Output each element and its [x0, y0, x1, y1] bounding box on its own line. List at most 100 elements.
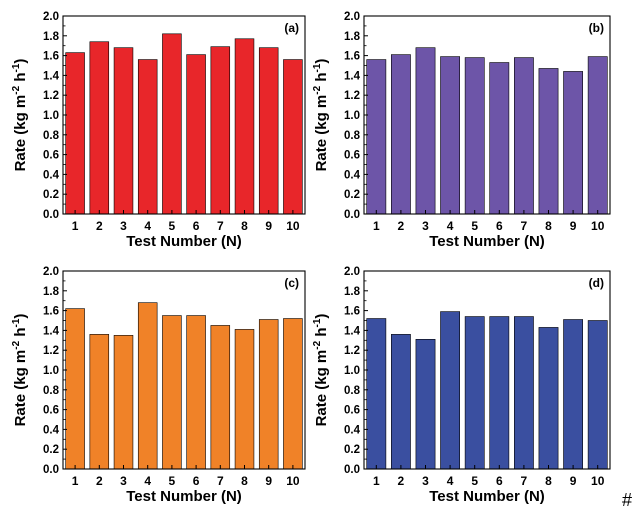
y-tick-label: 0.8 — [344, 385, 361, 397]
y-tick-label: 0.6 — [43, 150, 59, 162]
y-axis-title-part: -2 — [312, 85, 323, 94]
y-axis-title-part: h — [313, 327, 330, 340]
bar — [113, 335, 134, 470]
x-tick-label: 10 — [286, 474, 300, 488]
y-tick-label: 1.4 — [344, 70, 361, 82]
x-tick-label: 2 — [96, 219, 103, 233]
x-tick-label: 5 — [169, 474, 176, 488]
y-tick-label: 0.2 — [43, 444, 59, 456]
y-tick-label: 0.4 — [43, 169, 60, 181]
y-tick-label: 2.0 — [344, 266, 360, 278]
bar — [587, 320, 608, 470]
bar — [464, 316, 485, 470]
x-tick-label: 3 — [120, 219, 127, 233]
y-axis-title-part: ) — [12, 59, 29, 64]
x-tick-label: 10 — [591, 474, 605, 488]
y-axis-title-part: -1 — [312, 318, 323, 327]
bar — [415, 47, 436, 215]
x-tick-label: 1 — [373, 219, 380, 233]
y-tick-label: 1.8 — [344, 31, 361, 43]
x-tick-label: 8 — [545, 219, 552, 233]
x-tick-label: 5 — [471, 219, 478, 233]
panel-label: (b) — [589, 21, 604, 35]
bar — [162, 33, 182, 215]
bar — [234, 329, 255, 470]
x-tick-label: 4 — [447, 474, 454, 488]
y-tick-label: 0.2 — [344, 444, 360, 456]
bar — [440, 311, 461, 470]
y-axis-title-part: h — [12, 72, 29, 85]
y-axis-title-part: -2 — [11, 340, 22, 349]
x-tick-label: 4 — [144, 219, 151, 233]
bar — [186, 315, 206, 470]
bar — [210, 46, 231, 215]
x-tick-label: 2 — [96, 474, 103, 488]
y-axis-title-part: ) — [12, 314, 29, 319]
y-axis-title: Rate (kg m-2 h-1) — [312, 314, 330, 427]
bar — [113, 47, 134, 215]
x-tick-label: 9 — [265, 474, 272, 488]
y-tick-label: 1.8 — [43, 286, 60, 298]
y-tick-label: 0.8 — [344, 130, 361, 142]
x-axis-title: Test Number (N) — [429, 488, 545, 505]
x-tick-label: 10 — [286, 219, 300, 233]
y-tick-label: 1.8 — [344, 286, 361, 298]
y-tick-label: 0.2 — [344, 189, 360, 201]
y-axis-title-part: h — [12, 327, 29, 340]
x-tick-label: 10 — [591, 219, 605, 233]
x-tick-label: 9 — [570, 219, 577, 233]
panel-label: (a) — [284, 21, 299, 35]
y-tick-label: 1.8 — [43, 31, 60, 43]
y-axis-title-part: h — [313, 72, 330, 85]
x-tick-label: 9 — [570, 474, 577, 488]
y-axis-title-part: -1 — [312, 63, 323, 72]
chart-panel-a: 0.0 0.2 0.4 0.6 0.8 1.0 1.2 1.4 1.6 1.8 2.0 1 2 3 4 5 6 7… — [11, 11, 306, 250]
bar — [391, 334, 411, 470]
stray-hash-mark: # — [622, 490, 633, 510]
bar — [587, 56, 608, 215]
y-tick-label: 0.0 — [344, 464, 360, 476]
panel-label: (d) — [589, 276, 604, 290]
x-axis-title: Test Number (N) — [126, 233, 242, 250]
x-tick-label: 3 — [422, 219, 429, 233]
bar — [440, 56, 461, 215]
bar — [137, 302, 158, 470]
y-tick-label: 1.4 — [344, 325, 361, 337]
bar — [65, 52, 85, 215]
y-tick-label: 0.6 — [43, 405, 59, 417]
y-tick-label: 1.2 — [344, 90, 360, 102]
x-tick-label: 6 — [496, 474, 503, 488]
y-axis-title-part: -1 — [11, 63, 22, 72]
bar — [514, 316, 534, 470]
x-tick-label: 1 — [72, 474, 79, 488]
y-tick-label: 1.0 — [43, 365, 59, 377]
y-tick-label: 1.6 — [43, 306, 59, 318]
y-axis-title-part: Rate (kg m — [313, 95, 330, 172]
y-tick-label: 1.0 — [344, 110, 360, 122]
y-axis-title-part: -2 — [312, 340, 323, 349]
y-tick-label: 0.8 — [43, 385, 60, 397]
y-tick-label: 1.2 — [43, 90, 59, 102]
x-tick-label: 4 — [447, 219, 454, 233]
y-tick-label: 0.6 — [344, 150, 360, 162]
x-tick-label: 7 — [217, 474, 224, 488]
chart-panel-c: 0.0 0.2 0.4 0.6 0.8 1.0 1.2 1.4 1.6 1.8 2.0 1 2 3 4 5 6 7… — [11, 266, 306, 505]
x-tick-label: 2 — [398, 219, 405, 233]
bar — [234, 38, 255, 215]
y-tick-label: 1.0 — [344, 365, 360, 377]
panel-label: (c) — [284, 276, 299, 290]
y-tick-label: 1.2 — [344, 345, 360, 357]
bar — [283, 318, 303, 470]
bar — [283, 59, 303, 215]
y-tick-label: 1.6 — [43, 51, 59, 63]
bar — [258, 319, 279, 470]
bar — [489, 62, 510, 215]
y-tick-label: 0.0 — [344, 209, 360, 221]
y-tick-label: 2.0 — [43, 266, 59, 278]
y-axis-title: Rate (kg m-2 h-1) — [312, 59, 330, 172]
x-tick-label: 7 — [217, 219, 224, 233]
y-tick-label: 2.0 — [344, 11, 360, 23]
y-tick-label: 0.2 — [43, 189, 59, 201]
y-tick-label: 1.4 — [43, 70, 60, 82]
x-tick-label: 9 — [265, 219, 272, 233]
